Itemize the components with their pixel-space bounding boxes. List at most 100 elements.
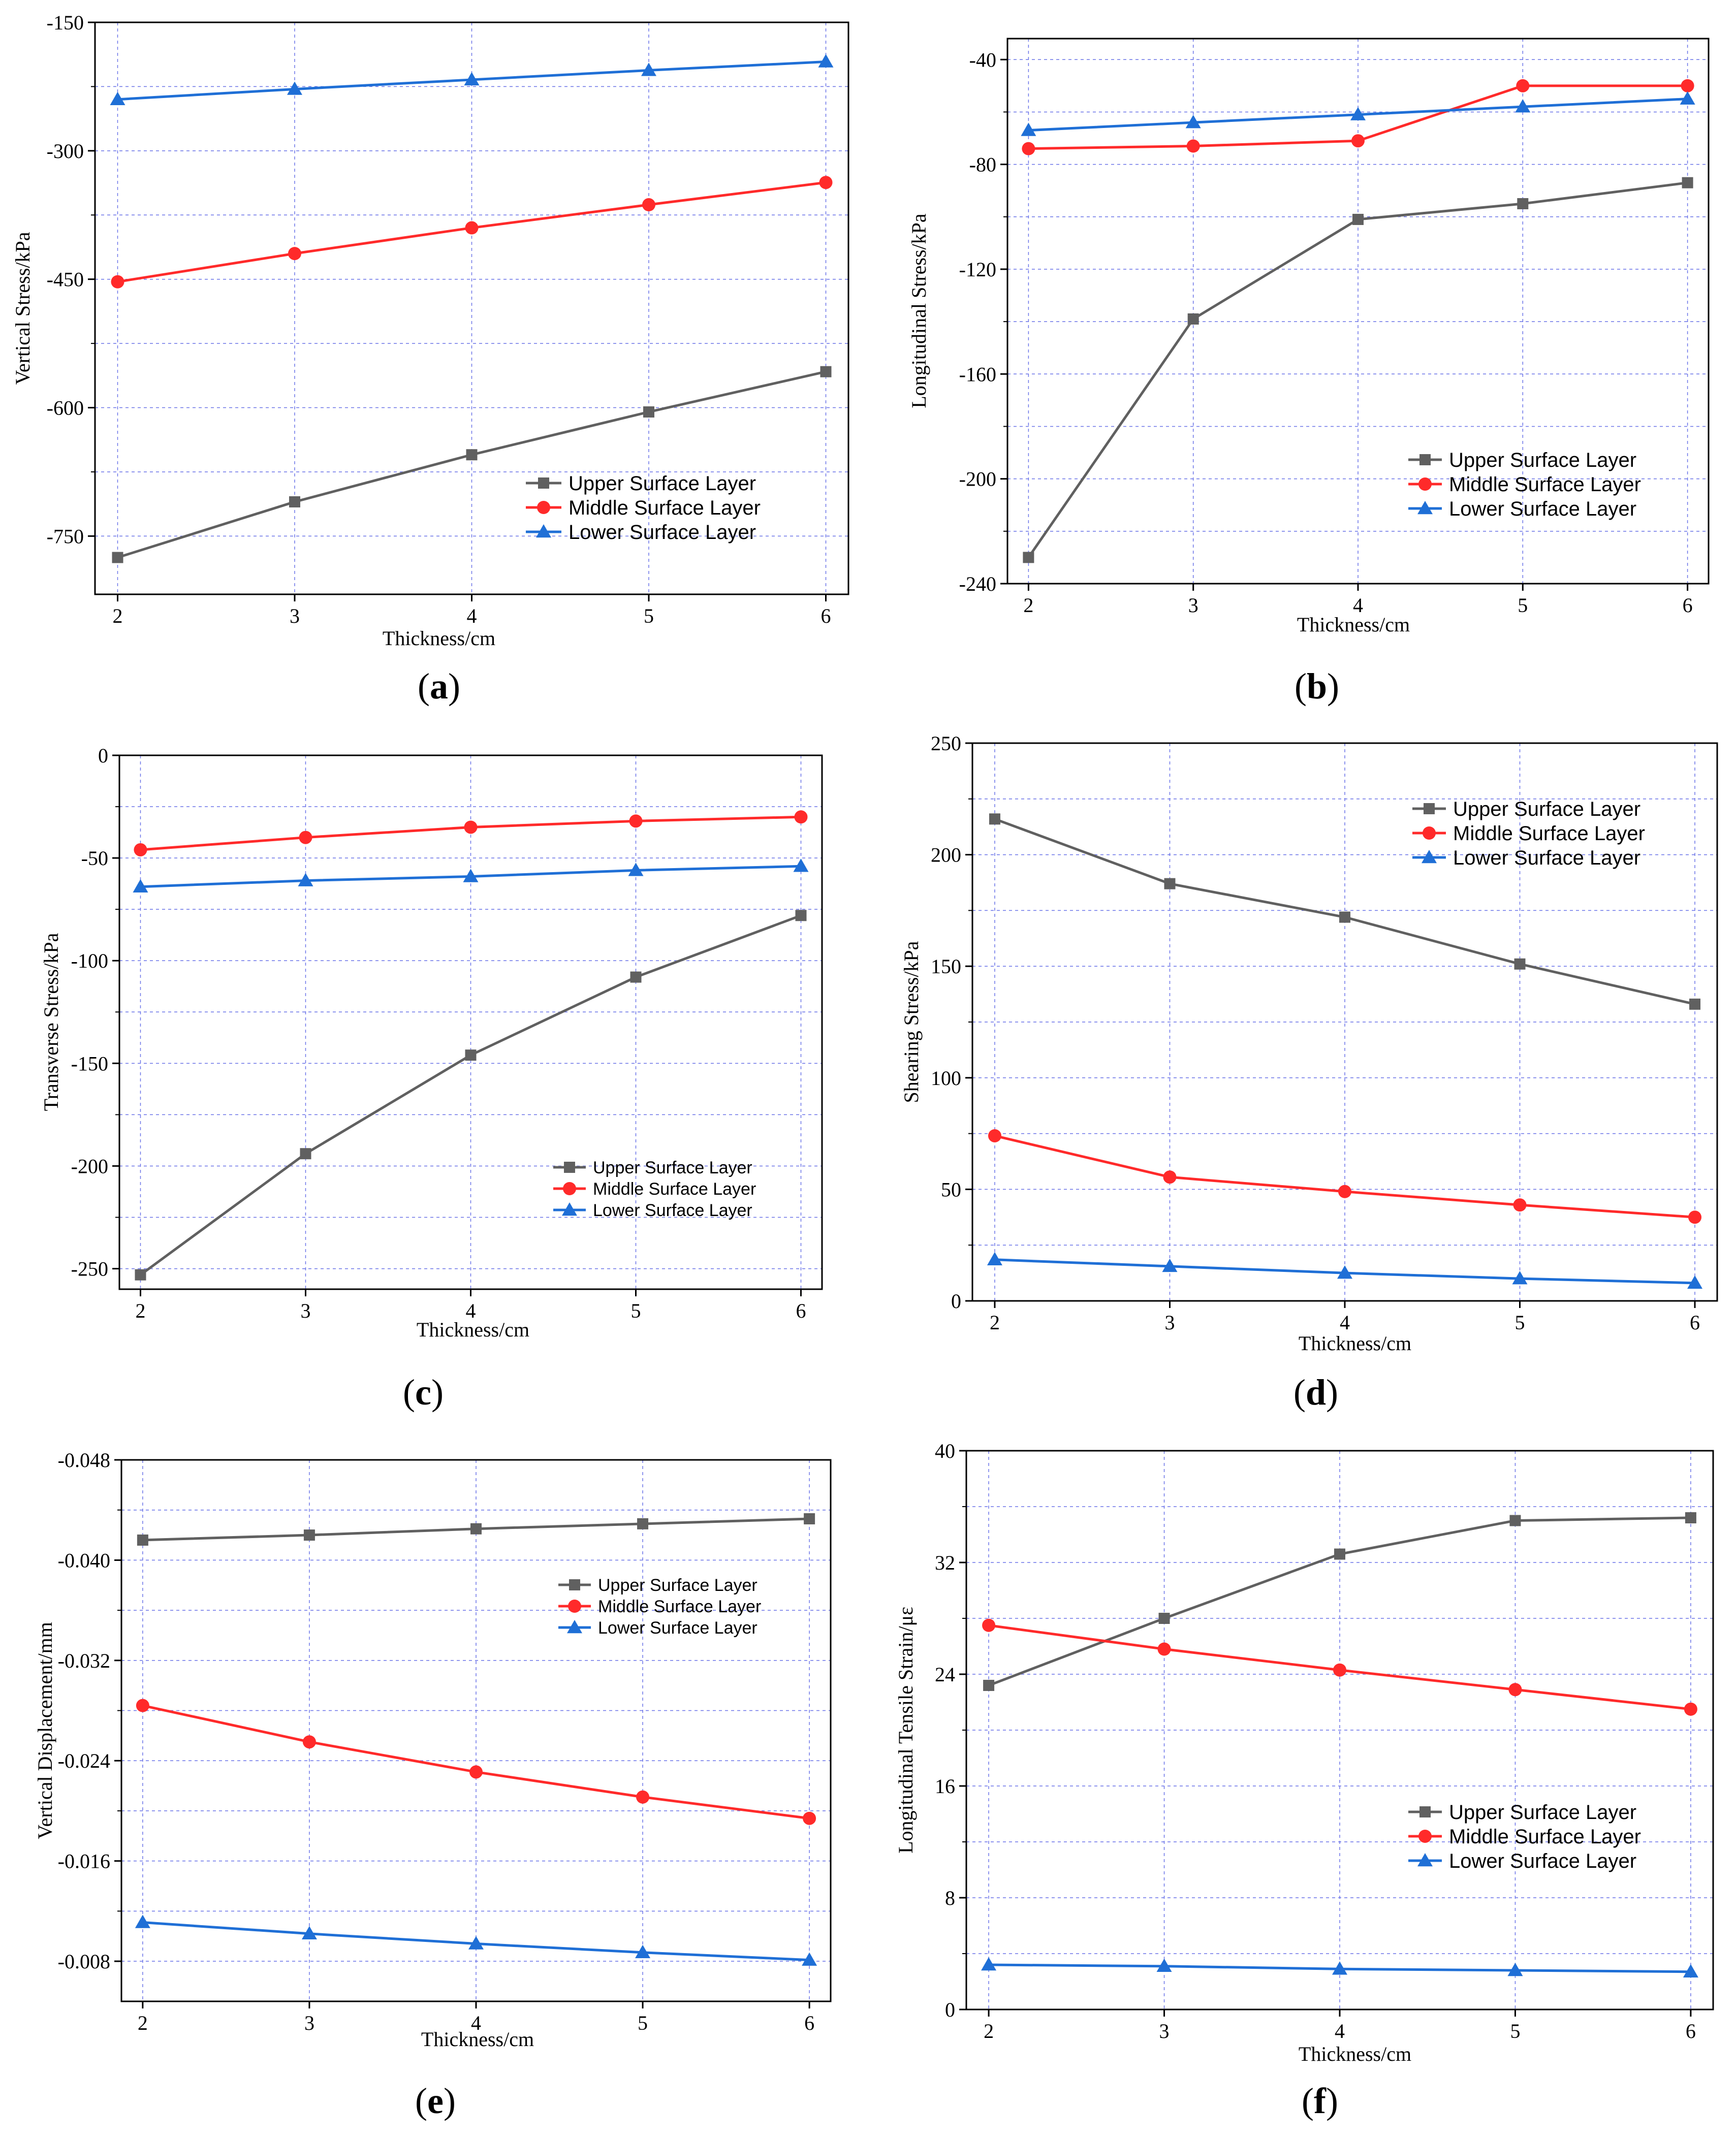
y-tick-label: -0.040 [58, 1549, 110, 1572]
data-point [1157, 1642, 1171, 1656]
data-point [470, 1523, 482, 1535]
y-tick-label: -200 [71, 1155, 108, 1177]
legend-label: Lower Surface Layer [569, 521, 756, 544]
legend-marker [563, 1182, 576, 1195]
data-point [1513, 1198, 1527, 1212]
legend-marker [568, 1600, 581, 1613]
legend-marker [567, 1620, 582, 1634]
legend-marker [1419, 454, 1431, 465]
y-tick-label: -150 [71, 1052, 108, 1075]
y-axis-label: Longitudinal Stress/kPa [907, 213, 930, 408]
data-point [1515, 99, 1531, 113]
y-tick-label: -600 [47, 397, 84, 420]
legend-marker [1418, 477, 1432, 491]
legend-label: Middle Surface Layer [598, 1597, 761, 1616]
chart-panel-d: 2 3 4 5 6 0 50 100 150 200 250 Thickness/cm Shearing… [900, 732, 1718, 1413]
chart-panel-a: 2 3 4 5 6 -150 -300 -450 -600 -750 Thickness/cm Ver… [11, 11, 849, 707]
y-axis-label: Transverse Stress/kPa [40, 933, 62, 1111]
y-tick-label: -50 [81, 847, 108, 870]
x-tick-label: 2 [138, 2012, 148, 2034]
data-point [1185, 115, 1201, 129]
data-point [1514, 958, 1526, 970]
data-point [1021, 122, 1036, 136]
y-tick-label: 250 [931, 732, 961, 755]
data-point [134, 843, 147, 856]
x-tick-label: 4 [1340, 1311, 1350, 1334]
data-point [298, 873, 313, 886]
data-point [1351, 134, 1365, 148]
data-point [629, 814, 643, 828]
x-axis-label: Thickness/cm [417, 1318, 529, 1341]
legend-label: Middle Surface Layer [1449, 473, 1641, 496]
legend-marker [562, 1202, 577, 1216]
x-tick-label: 2 [112, 604, 122, 627]
data-point [1162, 1258, 1178, 1272]
chart-panel-c: 2 3 4 5 6 0 -50 -100 -150 -200 -250 Thickness/cm Tra… [40, 744, 823, 1413]
data-point [303, 1529, 315, 1541]
x-tick-label: 5 [1515, 1311, 1525, 1334]
data-point [1688, 1210, 1702, 1224]
y-tick-label: 50 [941, 1178, 961, 1201]
legend-label: Lower Surface Layer [593, 1201, 752, 1220]
x-tick-label: 6 [804, 2012, 814, 2034]
data-point [1689, 998, 1701, 1010]
y-tick-label: 0 [98, 744, 108, 767]
data-point [464, 72, 480, 86]
y-tick-label: -100 [71, 949, 108, 972]
x-tick-label: 3 [1164, 1311, 1175, 1334]
x-tick-label: 6 [796, 1299, 806, 1322]
x-axis-label: Thickness/cm [1299, 1332, 1411, 1355]
data-point [803, 1811, 816, 1825]
x-tick-label: 6 [821, 604, 831, 627]
data-point [643, 406, 655, 418]
data-point [818, 54, 834, 68]
data-point [794, 810, 808, 824]
y-tick-label: -450 [47, 268, 84, 291]
legend-marker [537, 501, 550, 514]
data-point [110, 91, 125, 105]
legend-label: Upper Surface Layer [569, 472, 756, 495]
legend-label: Upper Surface Layer [593, 1158, 752, 1177]
y-tick-label: 32 [935, 1551, 955, 1574]
chart-panel-f: 2 3 4 5 6 0 8 16 24 32 40 Thickness/cm Longitudinal … [894, 1440, 1714, 2121]
x-tick-label: 6 [1686, 2020, 1696, 2043]
data-point [981, 1957, 997, 1971]
data-point [1164, 878, 1176, 889]
y-tick-label: -240 [959, 572, 996, 595]
data-point [1333, 1663, 1346, 1677]
legend-marker [538, 477, 549, 489]
data-point [1687, 1275, 1703, 1289]
x-tick-label: 5 [1518, 594, 1528, 617]
data-point [133, 879, 148, 892]
data-point [465, 221, 479, 235]
legend-marker [1417, 501, 1433, 515]
legend-label: Upper Surface Layer [1449, 1801, 1636, 1824]
data-point [982, 1618, 996, 1632]
data-point [988, 1129, 1001, 1142]
legend-label: Upper Surface Layer [1453, 798, 1640, 820]
x-tick-label: 5 [631, 1299, 641, 1322]
data-point [137, 1534, 148, 1546]
data-point [136, 1699, 149, 1712]
x-tick-label: 6 [1683, 594, 1693, 617]
data-point [1186, 139, 1200, 153]
legend-label: Lower Surface Layer [1453, 847, 1640, 869]
data-point [1158, 1613, 1170, 1624]
x-axis-label: Thickness/cm [421, 2028, 534, 2051]
x-tick-label: 5 [644, 604, 654, 627]
data-point [463, 869, 479, 882]
legend-label: Middle Surface Layer [593, 1179, 756, 1199]
data-point [1022, 142, 1035, 155]
data-point [983, 1680, 995, 1691]
data-point [1683, 1964, 1698, 1977]
data-point [637, 1518, 649, 1529]
y-axis-label: Longitudinal Tensile Strain/με [894, 1607, 917, 1854]
legend-label: Middle Surface Layer [569, 497, 761, 519]
x-tick-label: 4 [466, 1299, 476, 1322]
data-point [1682, 177, 1693, 188]
x-tick-label: 3 [1159, 2020, 1170, 2043]
x-tick-label: 5 [1510, 2020, 1520, 2043]
y-tick-label: -150 [47, 11, 84, 34]
y-axis-label: Shearing Stress/kPa [900, 941, 923, 1103]
x-tick-label: 4 [1335, 2020, 1345, 2043]
